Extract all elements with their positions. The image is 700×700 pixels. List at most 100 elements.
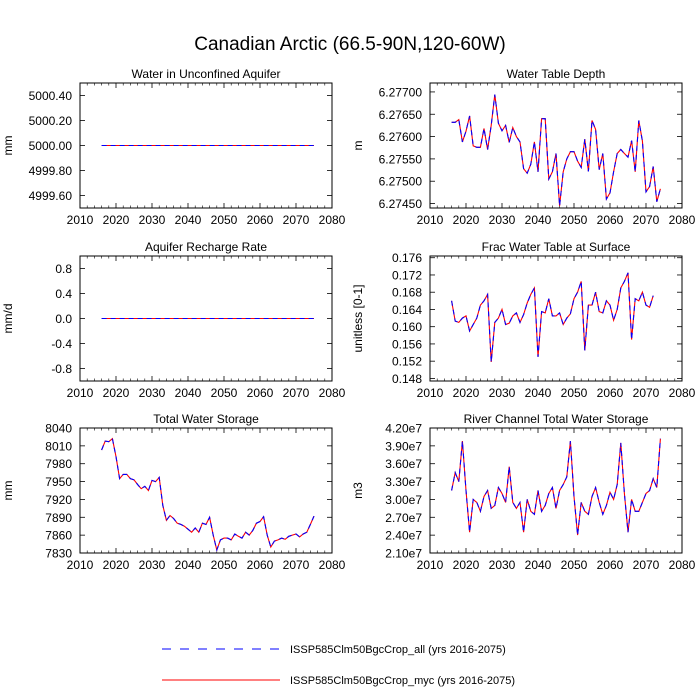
y-tick-label: 0.0: [55, 312, 72, 326]
x-tick-label: 2060: [597, 558, 624, 572]
x-tick-label: 2020: [453, 558, 480, 572]
x-tick-label: 2050: [561, 558, 588, 572]
plot-frame: [429, 255, 683, 382]
x-tick-label: 2080: [669, 558, 696, 572]
y-tick-label: 7830: [45, 547, 72, 561]
y-tick-label: 7890: [45, 511, 72, 525]
y-tick-label: -0.8: [51, 362, 72, 376]
x-tick-label: 2020: [453, 386, 480, 400]
x-tick-label: 2060: [247, 558, 274, 572]
x-tick-label: 2070: [283, 558, 310, 572]
x-tick-label: 2010: [417, 213, 444, 227]
x-tick-label: 2010: [417, 558, 444, 572]
y-tick-label: 6.27700: [379, 85, 423, 99]
panel-title: Aquifer Recharge Rate: [145, 240, 267, 254]
x-tick-label: 2040: [175, 558, 202, 572]
panel-frac-water-table-at-surface: Frac Water Table at Surface unitless [0-1…: [351, 240, 696, 400]
x-tick-label: 2010: [67, 558, 94, 572]
series-line-all: [451, 94, 661, 206]
x-tick-label: 2040: [525, 213, 552, 227]
y-tick-label: 6.27500: [379, 175, 423, 189]
y-tick-label: 2.70e7: [385, 511, 422, 525]
y-axis-label: mm: [1, 481, 15, 501]
x-tick-label: 2070: [283, 213, 310, 227]
x-tick-label: 2080: [319, 558, 346, 572]
series-line-all: [101, 437, 315, 552]
y-tick-label: 5000.00: [29, 139, 73, 153]
x-tick-label: 2070: [633, 386, 660, 400]
y-tick-label: 5000.20: [29, 114, 73, 128]
series-line-myc: [101, 437, 315, 552]
x-tick-label: 2040: [175, 213, 202, 227]
panel-total-water-storage: Total Water Storage mm 2010 2020 2030 2040 205…: [1, 412, 346, 572]
plot-frame: [79, 82, 333, 209]
x-tick-label: 2020: [103, 558, 130, 572]
x-tick-label: 2060: [247, 386, 274, 400]
y-tick-label: 0.176: [392, 251, 422, 265]
y-tick-label: 0.172: [392, 268, 422, 282]
x-tick-label: 2010: [67, 386, 94, 400]
y-tick-label: 7980: [45, 457, 72, 471]
x-tick-label: 2020: [103, 213, 130, 227]
y-tick-label: 2.40e7: [385, 529, 422, 543]
legend-label-all: ISSP585Clm50BgcCrop_all (yrs 2016-2075): [290, 644, 506, 656]
y-tick-label: 0.160: [392, 320, 422, 334]
x-tick-label: 2030: [489, 213, 516, 227]
y-tick-label: 8040: [45, 422, 72, 436]
x-tick-label: 2040: [525, 558, 552, 572]
y-tick-label: 0.164: [392, 303, 422, 317]
figure-title: Canadian Arctic (66.5-90N,120-60W): [194, 34, 506, 55]
x-tick-label: 2030: [489, 558, 516, 572]
y-tick-label: 7860: [45, 529, 72, 543]
plot-frame: [429, 82, 683, 209]
x-tick-label: 2050: [211, 558, 238, 572]
x-tick-label: 2020: [453, 213, 480, 227]
panel-aquifer-recharge-rate: Aquifer Recharge Rate mm/d 2010 2020 2030 204…: [1, 240, 346, 400]
x-tick-label: 2030: [139, 558, 166, 572]
legend: ISSP585Clm50BgcCrop_all (yrs 2016-2075) …: [162, 644, 515, 687]
y-tick-label: 6.27450: [379, 197, 423, 211]
y-tick-label: 3.60e7: [385, 457, 422, 471]
panel-water-in-unconfined-aquifer: Water in Unconfined Aquifer mm 2010 2020 203…: [1, 67, 346, 227]
x-tick-label: 2070: [633, 213, 660, 227]
x-tick-label: 2030: [139, 213, 166, 227]
plot-frame: [79, 427, 333, 554]
panel-title: Frac Water Table at Surface: [482, 240, 631, 254]
y-tick-label: 4999.60: [29, 189, 73, 203]
y-tick-label: 6.27650: [379, 108, 423, 122]
series-line-myc: [451, 272, 654, 363]
y-axis-label: unitless [0-1]: [351, 284, 365, 352]
y-tick-label: 0.8: [55, 262, 72, 276]
x-tick-label: 2050: [561, 213, 588, 227]
x-tick-label: 2010: [67, 213, 94, 227]
panel-title: River Channel Total Water Storage: [464, 412, 649, 426]
y-tick-label: -0.4: [51, 337, 72, 351]
y-tick-label: 4999.80: [29, 164, 73, 178]
y-axis-label: m: [351, 141, 365, 151]
y-tick-label: 8010: [45, 439, 72, 453]
x-tick-label: 2080: [319, 213, 346, 227]
y-tick-label: 7950: [45, 475, 72, 489]
x-tick-label: 2080: [669, 386, 696, 400]
y-tick-label: 6.27550: [379, 152, 423, 166]
y-tick-label: 0.168: [392, 286, 422, 300]
plot-frame: [429, 427, 683, 554]
x-tick-label: 2070: [633, 558, 660, 572]
y-axis-label: mm: [1, 136, 15, 156]
x-tick-label: 2080: [319, 386, 346, 400]
y-tick-label: 0.148: [392, 372, 422, 386]
x-tick-label: 2010: [417, 386, 444, 400]
y-tick-label: 7920: [45, 493, 72, 507]
panel-title: Water in Unconfined Aquifer: [132, 67, 281, 81]
x-tick-label: 2040: [525, 386, 552, 400]
x-tick-label: 2070: [283, 386, 310, 400]
x-tick-label: 2020: [103, 386, 130, 400]
legend-label-myc: ISSP585Clm50BgcCrop_myc (yrs 2016-2075): [290, 675, 515, 687]
y-tick-label: 3.00e7: [385, 493, 422, 507]
x-tick-label: 2080: [669, 213, 696, 227]
x-tick-label: 2050: [211, 213, 238, 227]
panels: Water in Unconfined Aquifer mm 2010 2020 203…: [1, 67, 696, 572]
y-tick-label: 2.10e7: [385, 547, 422, 561]
plot-frame: [79, 255, 333, 382]
